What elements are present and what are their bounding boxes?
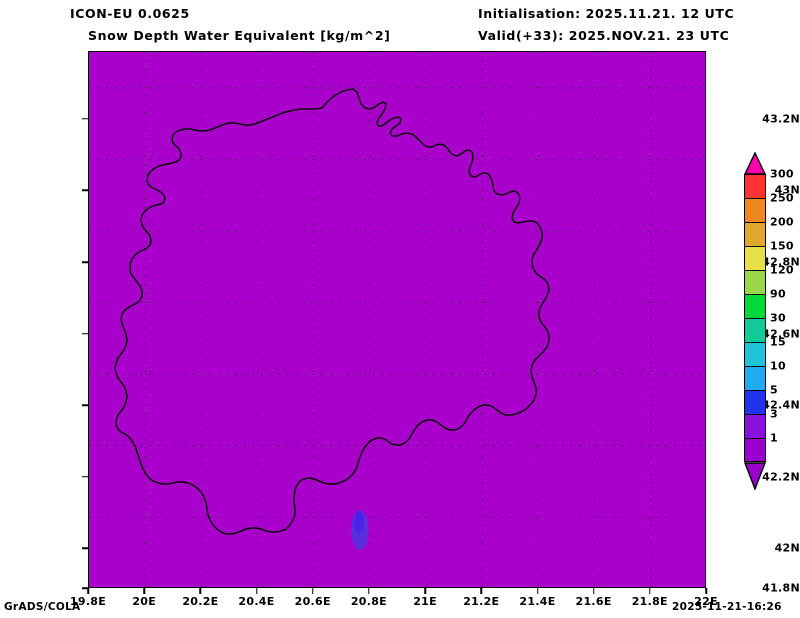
- colorbar-band-below-1: [744, 438, 766, 462]
- colorbar-band-250-300: [744, 174, 766, 198]
- colorbar-band-1-3: [744, 414, 766, 438]
- colorbar-tick-label: 120: [770, 263, 794, 277]
- x-tick-mark: [199, 588, 202, 594]
- colorbar-band-200-250: [744, 198, 766, 222]
- y-tick-label: 42N: [774, 541, 800, 555]
- x-tick-label: 20.6E: [294, 595, 331, 608]
- y-tick-mark: [82, 587, 88, 589]
- x-tick-label: 21.6E: [575, 595, 612, 608]
- colorbar-tick-label: 150: [770, 239, 794, 253]
- colorbar-band-150-200: [744, 222, 766, 246]
- map-canvas: [89, 52, 705, 587]
- grads-credit: GrADS/COLA: [4, 601, 81, 613]
- colorbar-arrow-down-icon: [744, 462, 766, 490]
- y-tick-label: 43N: [774, 183, 800, 197]
- colorbar-tick-label: 250: [770, 191, 794, 205]
- colorbar-band-120-150: [744, 246, 766, 270]
- y-tick-label: 42.6N: [762, 327, 800, 341]
- colorbar-band-3-5: [744, 390, 766, 414]
- x-tick-mark: [368, 588, 370, 594]
- x-tick-mark: [705, 588, 707, 594]
- snow-patch-south: [351, 510, 369, 550]
- x-tick-label: 20E: [132, 595, 157, 608]
- x-tick-mark: [649, 588, 651, 594]
- colorbar-arrow-up-icon: [744, 152, 766, 174]
- x-tick-label: 22E: [694, 595, 718, 608]
- x-tick-mark: [480, 588, 483, 594]
- colorbar-tick-label: 30: [770, 311, 786, 325]
- y-tick-mark: [82, 261, 88, 263]
- map-plot-area: [88, 51, 706, 588]
- x-tick-mark: [424, 588, 426, 594]
- colorbar-band-90-120: [744, 270, 766, 294]
- x-tick-label: 20.4E: [238, 595, 275, 608]
- x-tick-mark: [592, 588, 595, 594]
- x-tick-label: 21.4E: [519, 595, 556, 608]
- y-tick-label: 43.2N: [762, 112, 800, 126]
- colorbar-tick-label: 5: [770, 383, 778, 397]
- y-tick-mark: [82, 476, 88, 478]
- colorbar-band-30-90: [744, 294, 766, 318]
- model-label: ICON-EU 0.0625: [70, 6, 190, 21]
- map-frame: [88, 51, 706, 588]
- y-tick-mark: [82, 189, 88, 192]
- colorbar-band-15-30: [744, 318, 766, 342]
- y-tick-mark: [82, 118, 88, 120]
- x-tick-mark: [143, 588, 145, 594]
- x-tick-label: 21.8E: [631, 595, 668, 608]
- x-tick-label: 20.8E: [350, 595, 387, 608]
- x-tick-mark: [255, 588, 258, 594]
- y-tick-label: 41.8N: [762, 581, 800, 595]
- colorbar-tick-label: 3: [770, 407, 778, 421]
- kosovo-border-outline: [114, 88, 550, 535]
- x-tick-mark: [311, 588, 314, 594]
- valid-time-label: Valid(+33): 2025.NOV.21. 23 UTC: [478, 28, 730, 43]
- colorbar-tick-label: 10: [770, 359, 786, 373]
- map-gridlines: [89, 52, 705, 587]
- colorbar-tick-label: 200: [770, 215, 794, 229]
- y-tick-label: 42.2N: [762, 470, 800, 484]
- x-tick-label: 20.2E: [182, 595, 219, 608]
- colorbar-tick-label: 15: [770, 335, 786, 349]
- colorbar-tick-label: 90: [770, 287, 786, 301]
- y-tick-label: 42.4N: [762, 398, 800, 412]
- colorbar-tick-label: 300: [770, 167, 794, 181]
- y-tick-label: 42.8N: [762, 255, 800, 269]
- colorbar-tick-label: 1: [770, 431, 778, 445]
- x-tick-label: 21.2E: [463, 595, 500, 608]
- initialisation-label: Initialisation: 2025.11.21. 12 UTC: [478, 6, 735, 21]
- x-tick-label: 21E: [413, 595, 437, 608]
- colorbar-band-10-15: [744, 342, 766, 366]
- y-tick-mark: [82, 332, 88, 335]
- x-tick-label: 19.8E: [69, 595, 107, 608]
- field-title: Snow Depth Water Equivalent [kg/m^2]: [88, 28, 391, 43]
- colorbar-band-5-10: [744, 366, 766, 390]
- render-timestamp: 2025-11-21-16:26: [672, 601, 782, 613]
- x-tick-mark: [87, 588, 89, 594]
- y-tick-mark: [82, 404, 88, 406]
- y-tick-mark: [82, 547, 88, 550]
- x-tick-mark: [536, 588, 539, 594]
